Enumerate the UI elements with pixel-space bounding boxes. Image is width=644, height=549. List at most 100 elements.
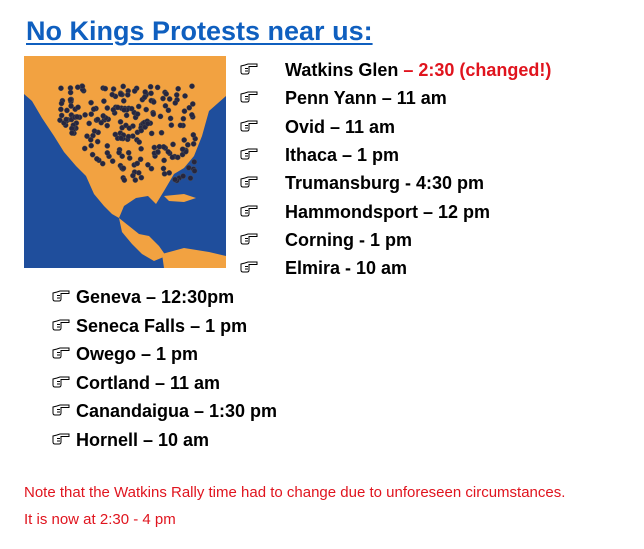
dot	[158, 129, 165, 136]
dot	[166, 170, 173, 176]
dot	[136, 139, 143, 145]
dot	[109, 91, 116, 98]
location-item: Elmira - 10 am	[285, 257, 407, 279]
dot	[191, 159, 198, 165]
dot	[121, 177, 128, 183]
dot	[99, 160, 106, 167]
location-item: Hornell – 10 am	[76, 429, 209, 451]
dot	[150, 99, 157, 105]
dot	[98, 119, 105, 126]
dot	[91, 128, 98, 134]
dot	[170, 141, 176, 148]
dot	[179, 146, 186, 153]
dot	[156, 143, 163, 150]
text: Seneca Falls – 1 pm	[76, 315, 248, 336]
dot	[174, 154, 181, 161]
dot	[75, 104, 81, 111]
pointing-hand-icon	[52, 404, 70, 416]
pointing-hand-icon	[52, 433, 70, 445]
dot	[143, 106, 149, 113]
pointing-hand-icon	[240, 205, 258, 216]
text: Watkins Glen	[285, 60, 399, 80]
dot	[182, 93, 188, 99]
dot	[144, 120, 151, 127]
dot	[58, 100, 65, 107]
dot	[134, 160, 141, 167]
dot	[100, 113, 107, 119]
text: Hornell – 10 am	[76, 430, 210, 450]
dot	[63, 116, 69, 123]
dot	[169, 154, 176, 161]
dot	[172, 176, 178, 183]
dot	[191, 168, 198, 174]
dot	[58, 106, 64, 113]
dot	[189, 83, 195, 89]
pointing-hand-icon	[240, 261, 258, 273]
dot	[138, 127, 145, 134]
dot	[116, 149, 122, 156]
dot	[138, 145, 144, 152]
location-item: Ithaca – 1 pm	[285, 144, 399, 166]
dot	[148, 130, 155, 137]
location-item: Hammondsport – 12 pm	[285, 201, 490, 223]
dot	[82, 112, 88, 118]
dot	[88, 111, 95, 117]
dot	[190, 141, 197, 147]
pointing-hand-icon	[240, 120, 258, 132]
dot	[104, 122, 110, 129]
pointing-hand-icon	[240, 63, 258, 75]
dot	[87, 136, 94, 143]
dot	[110, 86, 117, 92]
location-item: Seneca Falls – 1 pm	[76, 315, 247, 337]
dot	[74, 84, 81, 91]
dot	[104, 143, 111, 149]
dot	[180, 173, 186, 179]
dot	[166, 96, 173, 102]
dot	[67, 89, 74, 96]
dot	[120, 165, 127, 172]
dot	[124, 92, 131, 98]
pointing-hand-icon	[240, 233, 258, 245]
location-item: Corning - 1 pm	[285, 229, 412, 251]
dot	[117, 119, 124, 125]
dot	[157, 113, 164, 120]
text: Hammondsport – 12 pm	[285, 201, 491, 222]
dot	[168, 122, 175, 128]
dot	[147, 83, 154, 90]
dot	[125, 149, 132, 156]
dot	[141, 94, 148, 101]
dot	[128, 105, 135, 112]
text: Corning - 1 pm	[285, 229, 412, 250]
dot	[189, 101, 196, 107]
dot	[125, 133, 132, 140]
dot	[89, 151, 96, 158]
text: Owego – 1 pm	[76, 344, 199, 365]
pointing-hand-icon	[240, 91, 258, 103]
note-line: Note that the Watkins Rally time had to …	[24, 484, 566, 501]
dot	[142, 89, 148, 95]
dot	[132, 177, 139, 183]
land-caribbean	[164, 194, 196, 202]
dot	[189, 112, 195, 118]
pointing-hand-icon	[52, 319, 70, 331]
dot	[102, 85, 109, 92]
text: Canandaigua – 1:30 pm	[76, 401, 278, 422]
dot	[88, 99, 94, 106]
dot	[135, 103, 142, 110]
dot	[185, 164, 192, 171]
location-item: Ovid – 11 am	[285, 116, 395, 138]
pointing-hand-icon	[240, 176, 258, 188]
pointing-hand-icon	[52, 376, 70, 388]
dot	[67, 96, 74, 103]
dot	[180, 115, 187, 122]
dot	[155, 149, 161, 155]
dot	[74, 114, 80, 120]
dot	[160, 95, 166, 102]
dot	[172, 100, 179, 106]
dot	[130, 172, 136, 179]
dot	[177, 122, 184, 129]
dot	[94, 156, 100, 162]
text: Geneva – 12:30pm	[76, 287, 235, 307]
dot	[109, 158, 116, 164]
